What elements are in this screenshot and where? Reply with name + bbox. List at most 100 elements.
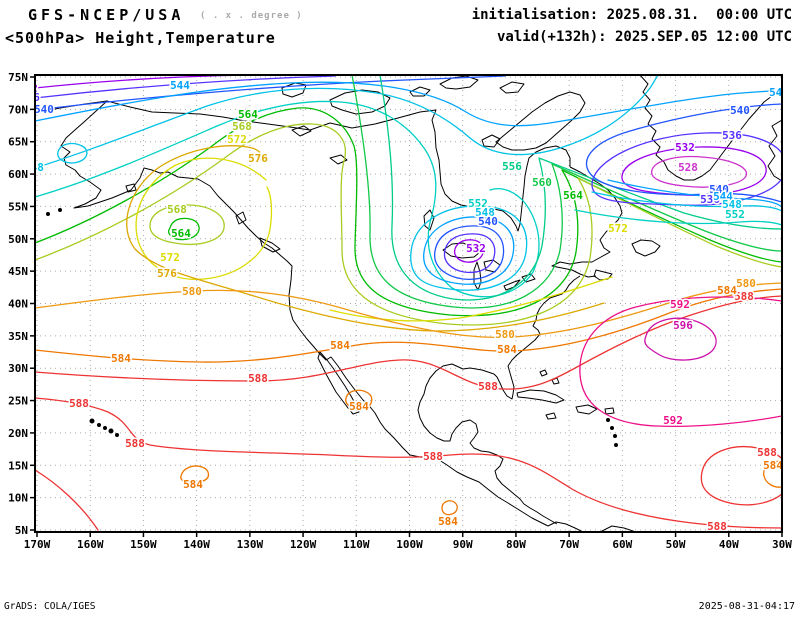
contour-label-580: 580: [182, 285, 202, 298]
y-tick-label: 75N: [8, 71, 28, 84]
y-tick-label: 65N: [8, 136, 28, 149]
contour-label-584: 584: [438, 515, 458, 528]
antilles-island: [613, 434, 617, 438]
contour-label-564: 564: [171, 227, 191, 240]
x-tick-label: 160W: [77, 538, 104, 551]
contour-path-580: [35, 282, 782, 339]
contour-label-584: 584: [763, 459, 783, 472]
contour-label-556: 556: [502, 160, 522, 173]
contour-label-584: 584: [330, 339, 350, 352]
contour-ring-588-se: [700, 446, 782, 506]
y-tick-label: 15N: [8, 459, 28, 472]
contour-label-532: 532: [18, 82, 38, 95]
contour-label-536: 536: [20, 91, 40, 104]
contour-ring-544: [423, 216, 515, 285]
contour-path-552-east: [574, 209, 782, 226]
contour-label-568: 568: [232, 120, 252, 133]
y-tick-label: 55N: [8, 200, 28, 213]
x-tick-label: 40W: [719, 538, 739, 551]
contour-label-576: 576: [157, 267, 177, 280]
contour-label-544: 544: [713, 190, 733, 203]
field-title: <500hPa> Height,Temperature: [5, 29, 276, 47]
contour-label-588: 588: [707, 520, 727, 533]
contour-ring-592: [579, 296, 782, 428]
valid-time: valid(+132h): 2025.SEP.05 12:00 UTC: [496, 29, 792, 45]
init-time: initialisation: 2025.08.31. 00:00 UTC: [471, 7, 792, 23]
contour-label-588: 588: [248, 372, 268, 385]
contour-label-540: 540: [709, 183, 729, 196]
hawaii-island: [97, 423, 101, 427]
contour-ring-536-greenland: [591, 132, 782, 206]
contour-cell-584-west: [180, 465, 210, 484]
contour-label-584: 584: [111, 352, 131, 365]
contour-label-536: 536: [700, 193, 720, 206]
contour-ring-528-greenland: [651, 155, 748, 188]
contour-path-564: [35, 107, 782, 317]
x-tick-label: 170W: [24, 538, 51, 551]
contour-path-544-east: [607, 179, 782, 208]
hawaii-island: [89, 418, 95, 424]
x-tick-label: 70W: [559, 538, 579, 551]
hawaii-island: [103, 426, 107, 430]
contour-path-548-loop: [57, 142, 88, 164]
contour-label-536: 536: [722, 129, 742, 142]
x-tick-label: 50W: [666, 538, 686, 551]
contour-label-572: 572: [608, 222, 628, 235]
contour-ring-540: [434, 225, 505, 280]
y-tick-label: 5N: [15, 524, 28, 537]
contour-ring-568-pacific: [149, 204, 225, 246]
contour-label-572: 572: [227, 133, 247, 146]
antilles-island: [610, 426, 614, 430]
contour-label-576: 576: [248, 152, 268, 165]
y-tick-label: 50N: [8, 233, 28, 246]
contour-cell-584-baja: [345, 389, 373, 411]
contour-path-588-south: [35, 397, 782, 529]
contour-label-588: 588: [125, 437, 145, 450]
coastlines: [35, 75, 782, 532]
contour-label-592: 592: [663, 414, 683, 427]
contour-labels: 5325365405445485645685725765645685725765…: [18, 78, 789, 533]
contour-label-588: 588: [423, 450, 443, 463]
x-tick-label: 140W: [183, 538, 210, 551]
contour-path-548: [35, 75, 659, 169]
contour-cell-584-south: [441, 500, 458, 516]
antilles-island: [606, 418, 610, 422]
contour-ring-596: [644, 317, 717, 361]
contour-label-580: 580: [736, 277, 756, 290]
x-tick-label: 90W: [453, 538, 473, 551]
contour-label-568: 568: [167, 203, 187, 216]
x-tick-label: 120W: [290, 538, 317, 551]
x-tick-label: 130W: [237, 538, 264, 551]
contour-ring-532-greenland: [621, 146, 767, 196]
y-tick-label: 10N: [8, 492, 28, 505]
contour-ring-572-pacific: [135, 157, 273, 280]
contour-label-544: 544: [769, 86, 789, 99]
contour-label-560: 560: [532, 176, 552, 189]
contour-label-596: 596: [673, 319, 693, 332]
contour-label-592: 592: [670, 298, 690, 311]
contour-label-552: 552: [468, 197, 488, 210]
x-tick-label: 30W: [772, 538, 792, 551]
contour-path-536: [35, 75, 336, 99]
contour-label-588: 588: [734, 290, 754, 303]
x-tick-label: 80W: [506, 538, 526, 551]
contour-path-572-belt: [329, 276, 613, 322]
contour-ring-532: [453, 239, 485, 263]
grads-credit: GrADS: COLA/IGES: [4, 601, 96, 612]
y-tick-label: 45N: [8, 265, 28, 278]
contour-label-564: 564: [238, 108, 258, 121]
contour-label-588: 588: [478, 380, 498, 393]
contour-label-532: 532: [675, 141, 695, 154]
contour-label-580: 580: [495, 328, 515, 341]
model-title: GFS-NCEP/USA: [28, 6, 185, 24]
contour-label-588: 588: [757, 446, 777, 459]
contour-path-588-sw: [35, 469, 99, 531]
contour-label-552: 552: [725, 208, 745, 221]
antilles-island: [614, 443, 618, 447]
contour-label-584: 584: [183, 478, 203, 491]
contour-ring-548: [410, 205, 528, 291]
contour-label-588: 588: [69, 397, 89, 410]
height-contours: [35, 75, 782, 531]
contour-path-568: [35, 123, 782, 326]
